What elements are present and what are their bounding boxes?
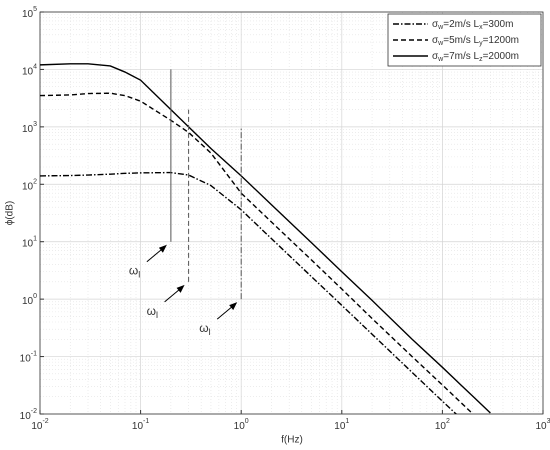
plot-frame — [39, 11, 544, 415]
x-tick-label: 103 — [535, 418, 550, 432]
x-axis-label: f(Hz) — [281, 435, 303, 446]
annotation-text: ω — [129, 264, 138, 278]
y-tick-label: 103 — [22, 121, 37, 135]
y-tick-label: 10-1 — [20, 350, 37, 364]
x-tick-label: 100 — [234, 418, 249, 432]
arrow-head — [158, 244, 167, 253]
series-line — [40, 92, 474, 414]
annotation-subscript: l — [156, 310, 158, 320]
annotation: ωl — [147, 304, 158, 320]
y-tick-label: 105 — [22, 6, 37, 20]
y-tick-label: 102 — [22, 178, 37, 192]
y-tick-label: 10-2 — [20, 408, 37, 422]
annotation: ωl — [129, 264, 140, 280]
arrow-head — [229, 302, 238, 311]
y-tick-label: 104 — [22, 63, 37, 77]
annotation-text: ω — [199, 321, 208, 335]
x-tick-label: 102 — [435, 418, 450, 432]
legend-label: σw=7m/s Lz=2000m — [432, 51, 519, 63]
arrow-head — [176, 284, 185, 293]
annotation-subscript: l — [209, 328, 211, 338]
legend-label: σw=5m/s Ly=1200m — [432, 35, 519, 47]
y-axis-label: ϕ(dB) — [5, 201, 16, 226]
legend-label: σw=2m/s Lx=300m — [432, 19, 513, 31]
annotation-text: ω — [147, 304, 156, 318]
annotation: ωl — [199, 321, 210, 337]
x-tick-label: 10-1 — [132, 418, 149, 432]
x-tick-label: 101 — [334, 418, 349, 432]
plot-area — [40, 12, 543, 414]
y-tick-label: 100 — [22, 293, 37, 307]
y-tick-label: 101 — [22, 236, 37, 250]
x-tick-label: 10-2 — [31, 418, 48, 432]
series-line — [40, 171, 458, 414]
annotation-subscript: l — [138, 270, 140, 280]
